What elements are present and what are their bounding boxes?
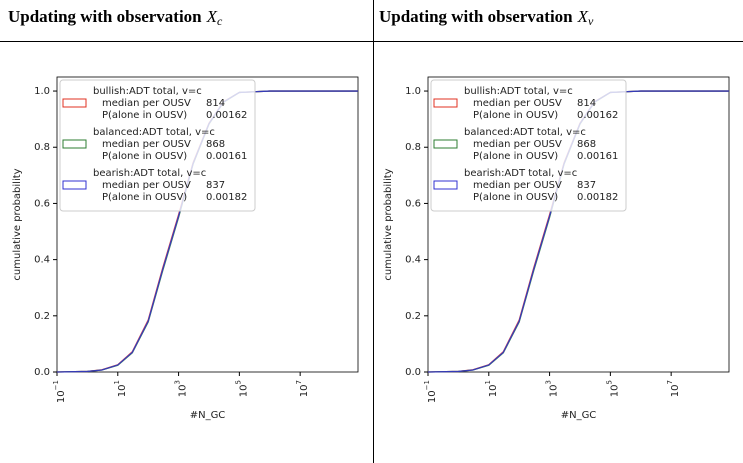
tick-exponent: 5 xyxy=(234,380,242,384)
legend-box xyxy=(430,79,627,212)
title-sub: v xyxy=(588,14,594,28)
legend-median: 837 xyxy=(206,180,225,191)
y-tick-label: 0.2 xyxy=(34,311,50,322)
legend-swatch xyxy=(433,98,458,108)
legend-p-label: P(alone in OUSV) xyxy=(102,110,187,121)
legend-median-label: median per OUSV xyxy=(102,139,191,150)
legend-label: bearish:ADT total, v=c xyxy=(464,168,577,179)
x-tick-label: 103 xyxy=(174,380,189,397)
legend-median-label: median per OUSV xyxy=(473,139,562,150)
legend-median-label: median per OUSV xyxy=(473,98,562,109)
x-tick-label: 10−1 xyxy=(423,380,438,403)
legend-p: 0.00162 xyxy=(206,110,247,121)
legend-label: bearish:ADT total, v=c xyxy=(93,168,206,179)
legend-swatch xyxy=(62,98,87,108)
y-tick-label: 0.6 xyxy=(405,198,421,209)
tick-base: 10 xyxy=(178,384,189,397)
legend-median-label: median per OUSV xyxy=(473,180,562,191)
tick-exponent: 3 xyxy=(174,380,182,384)
x-axis-label: #N_GC xyxy=(561,410,597,421)
tick-base: 10 xyxy=(299,384,310,397)
y-tick-label: 1.0 xyxy=(34,86,50,97)
legend-p-label: P(alone in OUSV) xyxy=(473,110,558,121)
panel-title: Updating with observation Xc xyxy=(8,7,223,28)
tick-exponent: 5 xyxy=(605,380,613,384)
tick-base: 10 xyxy=(488,384,499,397)
tick-exponent: 1 xyxy=(113,380,121,384)
legend-swatch xyxy=(62,139,87,149)
plot-frame xyxy=(427,76,730,373)
tick-exponent: −1 xyxy=(423,380,431,390)
legend-p-label: P(alone in OUSV) xyxy=(102,151,187,162)
legend-p: 0.00161 xyxy=(206,151,247,162)
legend-median: 868 xyxy=(206,139,225,150)
x-tick-label: 105 xyxy=(234,380,249,397)
tick-exponent: 3 xyxy=(545,380,553,384)
y-tick-label: 0.4 xyxy=(405,255,421,266)
x-tick-label: 107 xyxy=(295,380,310,397)
legend-label: balanced:ADT total, v=c xyxy=(93,127,215,138)
panel-title: Updating with observation Xv xyxy=(379,7,594,28)
plot-frame xyxy=(56,76,359,373)
y-tick-label: 0.0 xyxy=(405,367,421,378)
x-tick-label: 103 xyxy=(545,380,560,397)
x-tick-label: 10−1 xyxy=(52,380,67,403)
legend-median: 868 xyxy=(577,139,596,150)
y-tick-label: 0.8 xyxy=(34,142,50,153)
legend-p-label: P(alone in OUSV) xyxy=(473,192,558,203)
legend-median: 837 xyxy=(577,180,596,191)
title-var: X xyxy=(206,7,218,26)
y-axis-label: cumulative probability xyxy=(383,168,394,280)
legend-median: 814 xyxy=(206,98,225,109)
y-tick-label: 0.6 xyxy=(34,198,50,209)
legend-label: bullish:ADT total, v=c xyxy=(93,86,202,97)
legend-label: bullish:ADT total, v=c xyxy=(464,86,573,97)
legend-swatch xyxy=(433,180,458,190)
x-tick-label: 105 xyxy=(605,380,620,397)
y-tick-label: 0.2 xyxy=(405,311,421,322)
x-tick-label: 101 xyxy=(484,380,499,397)
y-tick-label: 0.4 xyxy=(34,255,50,266)
tick-exponent: 7 xyxy=(295,380,303,384)
legend-swatch xyxy=(62,180,87,190)
y-tick-label: 0.8 xyxy=(405,142,421,153)
tick-base: 10 xyxy=(427,390,438,403)
x-axis-label: #N_GC xyxy=(190,410,226,421)
legend-p-label: P(alone in OUSV) xyxy=(473,151,558,162)
tick-base: 10 xyxy=(56,390,67,403)
tick-base: 10 xyxy=(549,384,560,397)
legend-median-label: median per OUSV xyxy=(102,180,191,191)
y-tick-label: 1.0 xyxy=(405,86,421,97)
title-text: Updating with observation xyxy=(379,7,573,26)
legend-swatch xyxy=(433,139,458,149)
title-sub: c xyxy=(217,14,223,28)
legend-median: 814 xyxy=(577,98,596,109)
x-tick-label: 101 xyxy=(113,380,128,397)
y-axis-label: cumulative probability xyxy=(12,168,23,280)
tick-base: 10 xyxy=(670,384,681,397)
legend-p: 0.00182 xyxy=(206,192,247,203)
y-tick-label: 0.0 xyxy=(34,367,50,378)
legend-p: 0.00182 xyxy=(577,192,618,203)
tick-base: 10 xyxy=(609,384,620,397)
title-var: X xyxy=(577,7,589,26)
tick-exponent: −1 xyxy=(52,380,60,390)
tick-base: 10 xyxy=(117,384,128,397)
legend-p: 0.00161 xyxy=(577,151,618,162)
tick-base: 10 xyxy=(238,384,249,397)
tick-exponent: 1 xyxy=(484,380,492,384)
legend-p: 0.00162 xyxy=(577,110,618,121)
legend-box xyxy=(59,79,256,212)
legend-p-label: P(alone in OUSV) xyxy=(102,192,187,203)
legend-median-label: median per OUSV xyxy=(102,98,191,109)
title-text: Updating with observation xyxy=(8,7,202,26)
tick-exponent: 7 xyxy=(666,380,674,384)
x-tick-label: 107 xyxy=(666,380,681,397)
legend-label: balanced:ADT total, v=c xyxy=(464,127,586,138)
